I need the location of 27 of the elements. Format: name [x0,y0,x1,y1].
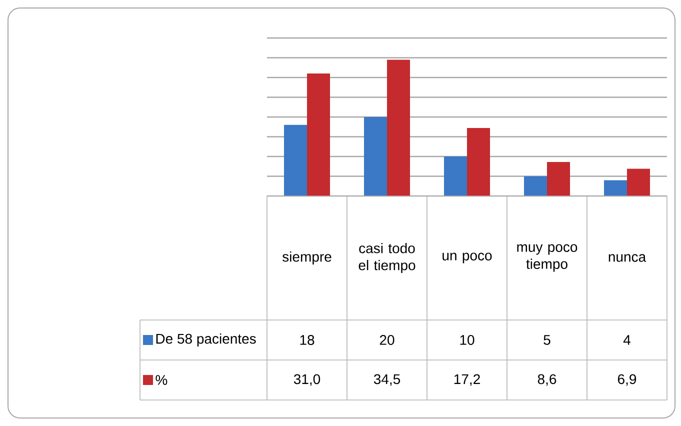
x-tick-label: un poco [442,252,492,264]
data-label: 6,9 [618,374,636,386]
bar [284,124,307,196]
legend-label: De 58 pacientes [156,333,256,347]
data-label: 8,6 [538,374,556,386]
bar [466,128,490,196]
bar [307,74,330,196]
data-label: 4 [623,335,630,345]
data-label: 34,5 [374,374,400,386]
bar [524,176,547,196]
data-label: 5 [544,335,550,345]
legend-label: % [156,375,168,385]
x-tick-label: muy poco tiempo [517,244,578,272]
x-tick-label: casi todo el tiempo [358,242,416,274]
bar [546,162,570,196]
data-label: 10 [460,335,474,345]
data-label: 20 [380,335,394,345]
data-label: 31,0 [294,374,320,386]
bar [364,116,387,196]
x-tick-label: siempre [282,251,332,265]
data-label: 18 [300,335,314,345]
x-tick-label: nunca [608,254,646,262]
bar [387,60,410,196]
bar [626,168,650,196]
bar [604,180,627,196]
bar [444,156,467,196]
data-label: 17,2 [454,374,480,386]
